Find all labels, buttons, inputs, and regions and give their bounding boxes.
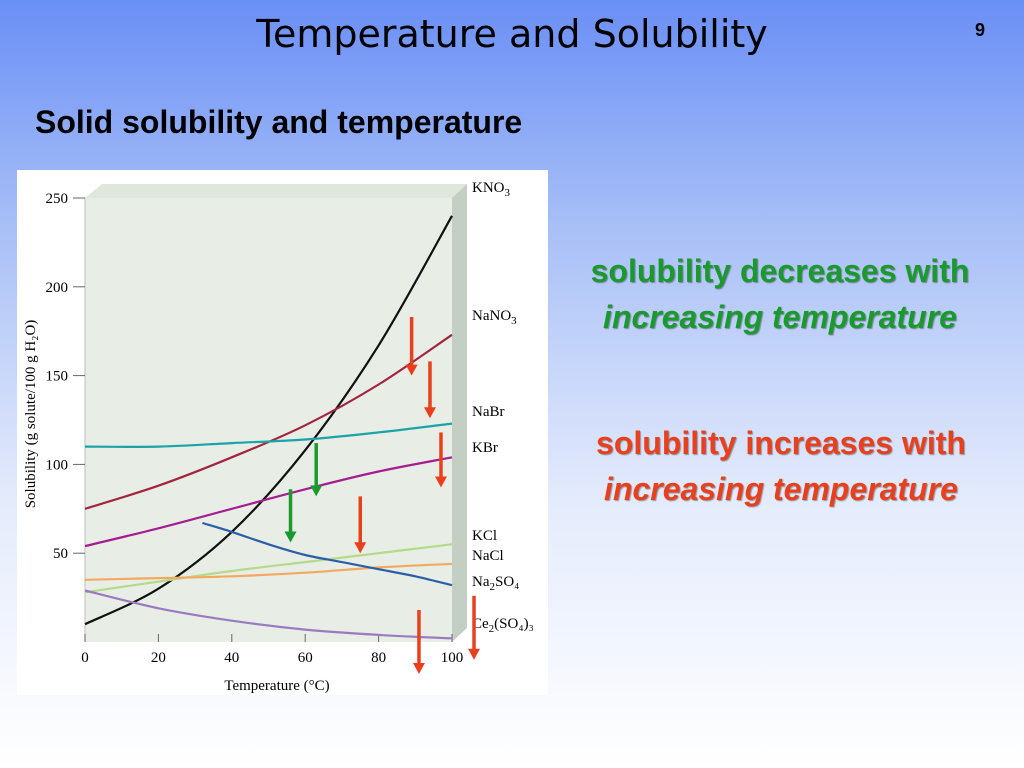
series-label: NaNO3 [472,308,517,327]
series-line-na2so4 [202,521,453,587]
x-tick-label: 80 [371,650,386,666]
x-axis-label: Temperature (°C) [224,678,329,694]
y-tick-label: 50 [53,546,68,562]
series-line-kcl [84,543,453,594]
note-increase-text: solubility increases with [596,425,966,461]
plot-area [85,198,452,642]
series-line-kno3 [84,215,453,626]
series-label-main: NaBr [472,404,505,420]
annotation-arrow-head [405,364,418,376]
note-increase-emphasis: increasing temperature [604,471,958,507]
y-axis-label: Solubility (g solute/100 g H₂O) [23,320,39,509]
annotation-arrow-head [468,648,481,660]
series-line-nacl [84,562,453,581]
y-tick-label: 250 [46,191,69,207]
x-tick-label: 40 [224,650,239,666]
annotation-arrow-head [310,485,323,497]
series-line-nabr [84,422,453,448]
series-label-main: NaNO [472,308,511,324]
annotation-arrow-head [354,542,367,554]
chart-back-panel [85,184,467,198]
series-label-subscript: 3 [511,315,517,327]
series-label: KBr [472,440,498,456]
series-line-nano3 [84,333,453,510]
note-decrease-emphasis: increasing temperature [603,299,957,335]
series-label: Na2SO₄ [472,574,519,593]
annotation-arrow-head [423,407,436,419]
series-label-main: Na [472,574,490,590]
chart-panel: 0 20 40 60 80 100 50 100 150 200 250 KNO3 NaNO3 NaBr… [17,170,548,695]
series-line-kbr [84,456,453,548]
series-line-ce2-so4-3 [84,589,453,640]
series-label-main: KNO [472,180,505,196]
series-label-suffix: (SO₄)₃ [494,616,534,632]
series-label: NaCl [472,548,504,564]
annotation-arrow-head [434,476,447,488]
y-tick-label: 200 [46,280,69,296]
series-label-subscript: 2 [490,581,496,593]
note-increase: solubility increases with increasing tem… [548,420,1014,512]
annotation-arrow-head [412,662,425,674]
series-label: KCl [472,528,497,544]
series-label-main: Ce [472,616,489,632]
series-label-main: KCl [472,528,497,544]
x-tick-label: 60 [298,650,313,666]
series-label-subscript: 3 [505,187,511,199]
note-decrease: solubility decreases with increasing tem… [570,248,990,340]
slide-subtitle: Solid solubility and temperature [35,104,523,140]
series-label-main: NaCl [472,548,504,564]
series-label-main: KBr [472,440,498,456]
x-tick-label: 20 [151,650,166,666]
series-label-subscript: 2 [489,623,495,635]
series-label: NaBr [472,404,505,420]
annotation-arrow-head [284,531,297,543]
slide-title: Temperature and Solubility [256,12,768,56]
series-label-suffix: SO₄ [495,574,519,590]
series-label: Ce2(SO₄)₃ [472,616,534,635]
note-decrease-text: solubility decreases with [590,253,970,289]
slide-number: 9 [975,20,986,40]
x-tick-label: 100 [441,650,464,666]
y-tick-label: 100 [46,457,69,473]
chart-side-panel [452,184,467,642]
series-label: KNO3 [472,180,511,199]
y-tick-label: 150 [46,369,69,385]
x-tick-label: 0 [81,650,89,666]
